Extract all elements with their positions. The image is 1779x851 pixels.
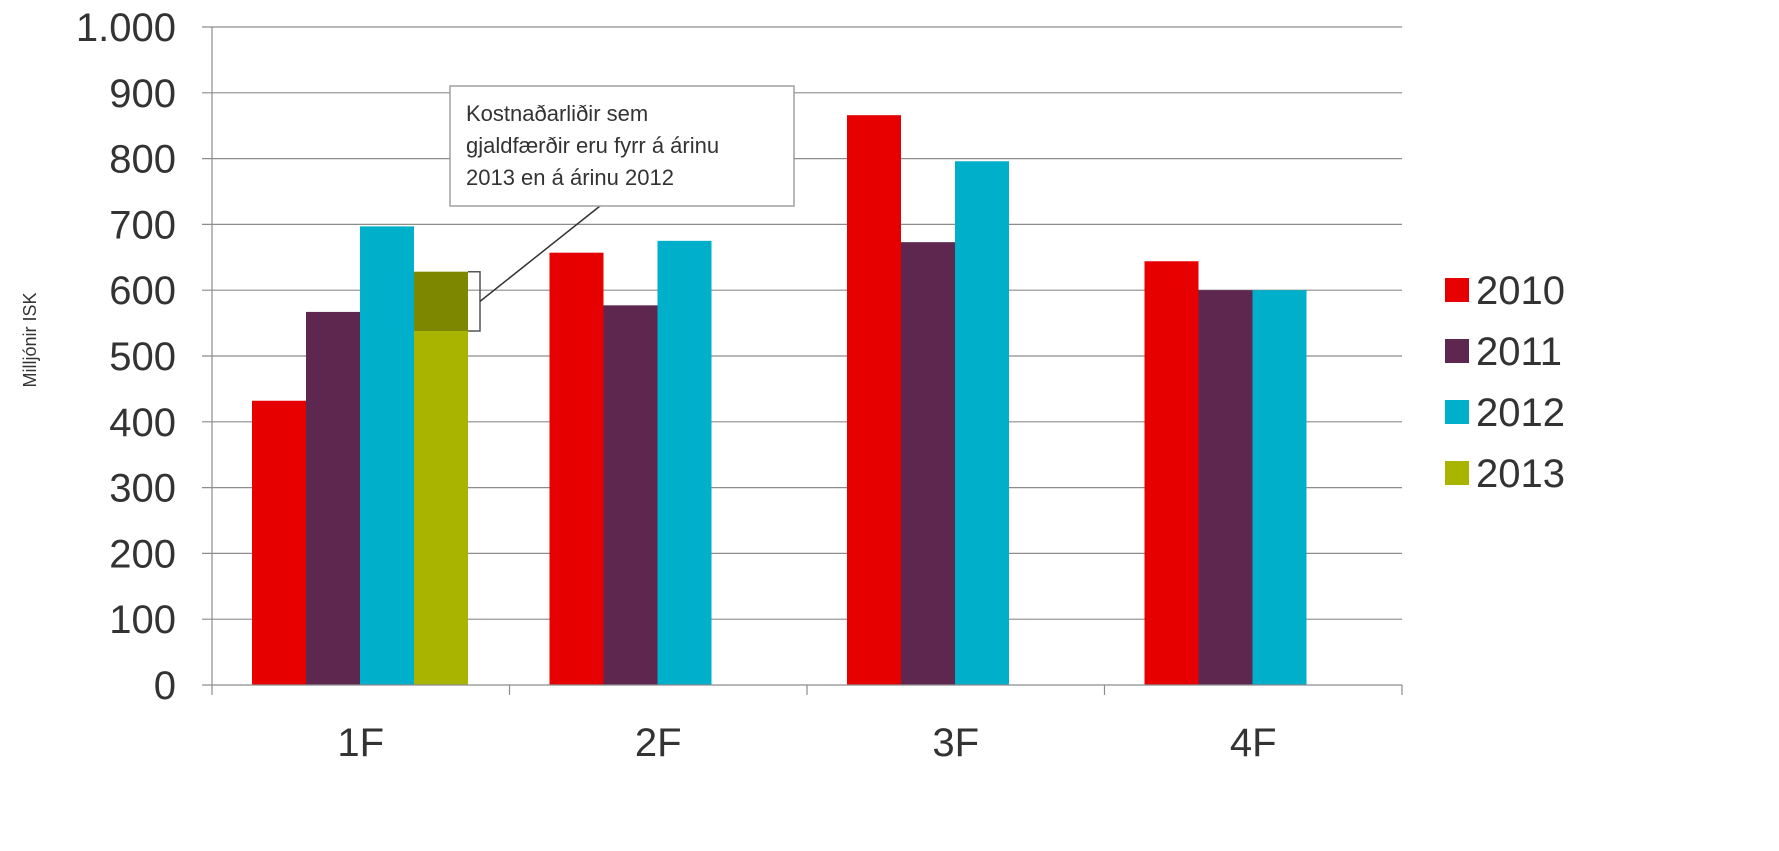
bar-2010-3F	[847, 115, 901, 685]
annotation-callout: Kostnaðarliðir sem gjaldfærðir eru fyrr á…	[449, 85, 795, 302]
legend-label-2011: 2011	[1476, 330, 1562, 374]
legend-swatch-2011	[1445, 339, 1469, 363]
bar-highlight-segment	[414, 271, 468, 331]
y-tick-label: 500	[109, 335, 176, 379]
legend-swatch-2012	[1445, 400, 1469, 424]
legend-label-2012: 2012	[1476, 391, 1565, 435]
bar-2012-4F	[1252, 290, 1307, 685]
x-axis-ticks: 1F 2F 3F 4F	[337, 721, 1276, 765]
bar-2010-2F	[549, 252, 604, 685]
callout-leader-line	[479, 205, 601, 302]
bar-2012-3F	[955, 161, 1009, 685]
bar-2012-1F	[360, 226, 414, 685]
highlight-bracket	[468, 271, 481, 332]
bar-2011-2F	[603, 305, 658, 685]
legend-swatch-2010	[1445, 278, 1469, 302]
y-tick-label: 300	[109, 467, 176, 511]
y-tick-label: 900	[109, 72, 176, 116]
bar-2012-2F	[657, 240, 712, 685]
y-tick-label: 800	[109, 138, 176, 182]
axes	[211, 27, 1403, 695]
y-axis-label: Milljónir ISK	[20, 292, 40, 387]
x-tick-label: 2F	[635, 721, 682, 765]
x-tick-label: 1F	[337, 721, 384, 765]
legend-label-2013: 2013	[1476, 452, 1565, 496]
bar-2011-3F	[901, 242, 955, 685]
bar-2011-4F	[1198, 290, 1253, 685]
y-tick-label: 0	[154, 664, 176, 708]
y-tick-label: 400	[109, 401, 176, 445]
bar-2010-4F	[1144, 261, 1199, 685]
y-tick-label: 700	[109, 203, 176, 247]
callout-text-line: Kostnaðarliðir sem	[466, 101, 648, 126]
callout-box	[449, 85, 795, 207]
y-tick-label: 1.000	[76, 6, 176, 50]
legend-label-2010: 2010	[1476, 269, 1565, 313]
legend: 2010 2011 2012 2013	[1445, 269, 1565, 496]
y-tick-label: 200	[109, 532, 176, 576]
y-tick-label: 100	[109, 598, 176, 642]
bar-2011-1F	[306, 311, 360, 685]
callout-text-line: 2013 en á árinu 2012	[466, 165, 674, 190]
bars	[252, 115, 1307, 685]
legend-swatch-2013	[1445, 461, 1469, 485]
callout-text-line: gjaldfærðir eru fyrr á árinu	[466, 133, 719, 158]
bar-2010-1F	[252, 400, 306, 685]
x-tick-label: 4F	[1230, 721, 1277, 765]
y-axis-ticks: 0 100 200 300 400 500 600 700 800 900 1.000	[76, 6, 176, 708]
x-tick-label: 3F	[932, 721, 979, 765]
y-tick-label: 600	[109, 269, 176, 313]
bar-2013-1F	[414, 271, 468, 685]
